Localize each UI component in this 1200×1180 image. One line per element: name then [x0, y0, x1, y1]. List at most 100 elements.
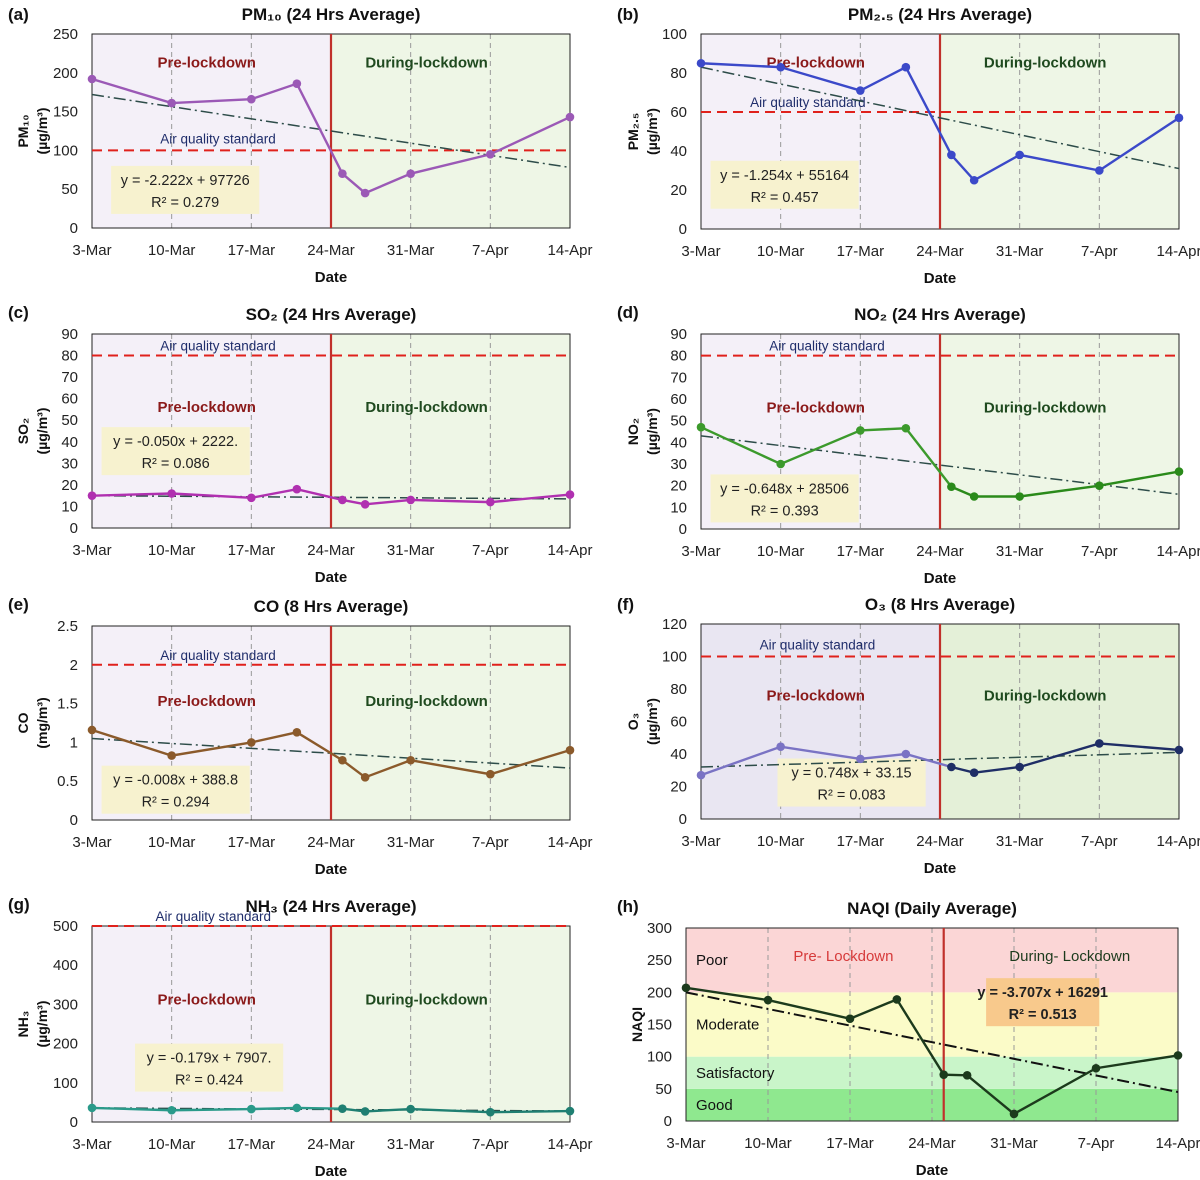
data-point: [360, 499, 370, 509]
y-tick-label: 80: [670, 681, 687, 698]
pre-lockdown-label: Pre-lockdown: [158, 54, 256, 71]
y-axis-label: O₃ (µg/m³): [625, 698, 660, 745]
x-tick-label: 14-Apr: [1156, 243, 1200, 260]
data-point: [776, 742, 785, 751]
y-tick-label: 300: [647, 920, 672, 937]
x-tick-label: 3-Mar: [72, 542, 111, 559]
data-point: [1174, 745, 1184, 755]
x-tick-label: 31-Mar: [387, 542, 435, 559]
x-tick-label: 3-Mar: [72, 242, 111, 259]
y-axis-label-name: SO₂: [15, 418, 31, 444]
x-tick-label: 24-Mar: [307, 542, 355, 559]
y-tick-label: 0: [679, 221, 687, 238]
y-tick-label: 40: [61, 434, 78, 451]
y-axis-label: PM₁₀ (µg/m³): [15, 108, 50, 155]
data-point: [565, 490, 575, 499]
y-tick-label: 0: [70, 1114, 78, 1131]
regression-equation: y = -0.008x + 388.8: [113, 773, 238, 789]
data-point: [565, 112, 575, 122]
data-point: [1095, 166, 1104, 175]
regression-r2: R² = 0.083: [818, 788, 886, 804]
y-tick-label: 60: [670, 391, 687, 408]
y-axis-label-unit: (mg/m³): [34, 697, 50, 748]
panel-label: (c): [8, 303, 29, 322]
during-lockdown-background: [331, 334, 570, 528]
during-lockdown-label: During-lockdown: [365, 693, 488, 710]
x-tick-label: 14-Apr: [1156, 833, 1200, 850]
x-axis-label: Date: [315, 269, 348, 286]
y-tick-label: 80: [670, 65, 687, 82]
x-tick-label: 7-Apr: [1081, 833, 1118, 850]
y-axis-label-unit: (µg/m³): [644, 408, 660, 455]
y-tick-label: 40: [670, 143, 687, 160]
x-tick-label: 17-Mar: [837, 543, 885, 560]
regression-equation-box: [101, 427, 250, 476]
during-lockdown-label: During-lockdown: [984, 687, 1107, 704]
data-point: [969, 492, 979, 501]
y-tick-label: 50: [670, 413, 687, 430]
data-point: [338, 1104, 347, 1113]
y-axis-label: SO₂ (µg/m³): [15, 408, 50, 455]
data-point: [167, 1105, 176, 1115]
air-quality-standard-label: Air quality standard: [160, 339, 276, 354]
data-point: [1174, 467, 1184, 476]
y-tick-label: 20: [670, 478, 687, 495]
x-tick-label: 7-Apr: [1081, 543, 1118, 560]
x-axis-label: Date: [924, 570, 957, 587]
trend-line: [91, 737, 571, 769]
data-point: [696, 58, 706, 68]
y-tick-label: 70: [61, 369, 78, 386]
y-axis-label: NO₂ (µg/m³): [625, 408, 660, 455]
x-tick-label: 31-Mar: [387, 834, 435, 851]
data-point: [947, 150, 956, 160]
data-point: [565, 1106, 575, 1116]
data-point: [901, 423, 911, 433]
chart-title: CO (8 Hrs Average): [254, 597, 409, 616]
y-tick-label: 30: [61, 455, 78, 472]
data-point: [565, 745, 575, 755]
plot-frame: [685, 927, 1179, 1122]
data-point: [939, 1070, 949, 1079]
data-point: [1015, 150, 1024, 160]
during-lockdown-background: [331, 926, 570, 1122]
naqi-band-label: Moderate: [696, 1017, 759, 1034]
x-axis-label: Date: [924, 860, 957, 877]
y-tick-label: 60: [670, 104, 687, 121]
y-tick-label: 2: [70, 657, 78, 674]
y-axis-label-name: O₃: [625, 713, 641, 730]
data-point: [856, 754, 865, 764]
trend-line: [700, 66, 1180, 170]
pre-lockdown-label: Pre-lockdown: [767, 54, 865, 71]
data-point: [486, 769, 495, 779]
y-tick-label: 60: [61, 391, 78, 408]
x-tick-label: 10-Mar: [744, 1135, 792, 1152]
regression-equation-box: [986, 978, 1100, 1027]
air-quality-standard-label: Air quality standard: [160, 131, 276, 146]
y-tick-label: 50: [655, 1081, 672, 1098]
y-tick-label: 300: [53, 996, 78, 1013]
chart-panel-8: Good Satisfactory Moderate Poor Pre- Lockdow…: [617, 897, 1200, 1179]
data-point: [892, 995, 902, 1004]
data-point: [1095, 481, 1104, 490]
data-point: [338, 755, 347, 765]
y-tick-label: 20: [670, 779, 687, 796]
data-point: [776, 459, 785, 469]
x-tick-label: 3-Mar: [666, 1135, 705, 1152]
data-point: [406, 169, 415, 178]
y-tick-label: 20: [670, 182, 687, 199]
data-point: [969, 175, 979, 185]
chart-panel-1: Air quality standard Pre-lockdown During-l…: [8, 5, 593, 286]
y-axis-label-unit: (µg/m³): [644, 108, 660, 155]
data-point: [1009, 1109, 1019, 1119]
data-point: [486, 149, 495, 159]
regression-equation-box: [710, 474, 859, 523]
regression-r2: R² = 0.393: [751, 503, 819, 519]
data-point: [856, 86, 865, 95]
data-point: [167, 489, 176, 498]
y-tick-label: 500: [53, 918, 78, 935]
data-point: [763, 995, 773, 1005]
chart-panel-2: Air quality standard Pre-lockdown During-l…: [617, 5, 1200, 287]
y-tick-label: 250: [53, 26, 78, 43]
y-axis-label-unit: (µg/m³): [34, 1001, 50, 1048]
data-point: [1174, 113, 1184, 123]
